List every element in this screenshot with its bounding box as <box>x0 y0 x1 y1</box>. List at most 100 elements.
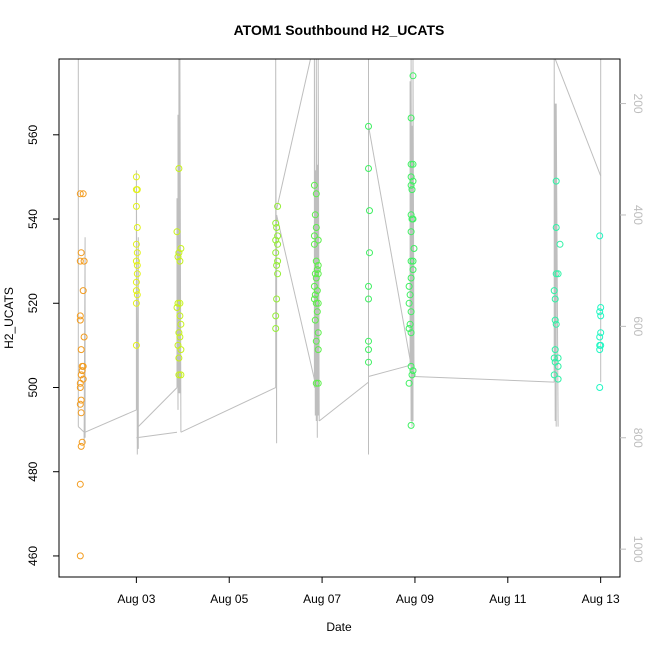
y2-tick-label: 1000 <box>631 536 645 563</box>
data-point <box>407 308 415 316</box>
pressure-line <box>368 364 411 377</box>
data-point <box>311 291 319 299</box>
data-point <box>409 72 417 80</box>
data-point <box>310 181 318 189</box>
data-point <box>554 354 562 362</box>
data-point <box>552 177 560 185</box>
data-point <box>407 114 415 122</box>
data-point <box>550 287 558 295</box>
data-point <box>175 371 183 379</box>
data-point <box>556 240 564 248</box>
data-point <box>311 316 319 324</box>
data-point <box>550 354 558 362</box>
data-point <box>76 480 84 488</box>
data-point <box>272 249 280 257</box>
data-point <box>76 312 84 320</box>
y2-tick-label: 200 <box>631 94 645 114</box>
data-point <box>312 224 320 231</box>
data-point <box>406 320 414 328</box>
data-point <box>408 371 416 379</box>
x-tick-label: Aug 11 <box>489 592 526 606</box>
data-point <box>175 329 183 337</box>
data-point <box>314 329 322 337</box>
data-point <box>554 362 562 370</box>
data-point <box>406 291 414 299</box>
y-tick-label: 500 <box>26 377 40 397</box>
pressure-line <box>77 426 85 433</box>
data-point <box>78 367 86 375</box>
data-point <box>273 224 281 231</box>
data-point <box>176 312 184 320</box>
pressure-line <box>136 431 178 439</box>
data-point <box>133 224 141 231</box>
data-point <box>77 396 85 404</box>
data-point <box>175 249 183 257</box>
data-point <box>365 165 372 172</box>
data-point <box>274 257 282 265</box>
data-point <box>365 337 372 345</box>
data-point <box>274 202 282 210</box>
data-point <box>313 266 321 274</box>
data-point <box>274 240 282 248</box>
x-tick-label: Aug 05 <box>210 592 248 606</box>
data-point <box>177 320 185 328</box>
data-point <box>76 190 84 198</box>
pressure-line <box>135 170 139 455</box>
y2-axis: 200 400 600 800 1000 <box>620 94 645 563</box>
data-point <box>554 270 562 278</box>
data-point <box>76 257 84 265</box>
data-point <box>176 257 184 265</box>
data-point <box>274 270 282 278</box>
y-tick-label: 460 <box>26 546 40 566</box>
data-point <box>132 278 140 286</box>
data-point <box>407 274 415 282</box>
data-point <box>174 299 182 307</box>
x-tick-label: Aug 13 <box>582 592 620 606</box>
data-point <box>76 316 84 324</box>
y2-tick-label: 600 <box>631 316 645 336</box>
data-point <box>596 232 604 240</box>
data-point <box>314 236 322 244</box>
data-point <box>310 240 318 248</box>
data-point <box>80 333 88 341</box>
data-point <box>132 341 140 349</box>
data-point <box>133 270 141 278</box>
data-point <box>409 160 417 168</box>
data-point <box>597 329 605 337</box>
data-point <box>407 181 415 189</box>
data-point <box>597 312 605 320</box>
pressure-line <box>137 387 178 427</box>
pressure-line <box>553 59 559 427</box>
data-point <box>312 257 320 265</box>
y2-tick-label: 800 <box>631 428 645 448</box>
data-point <box>272 219 280 227</box>
pressure-line <box>275 59 278 444</box>
x-tick-label: Aug 07 <box>303 592 341 606</box>
data-point <box>132 186 140 194</box>
data-points <box>76 72 605 560</box>
data-point <box>77 371 85 379</box>
data-point <box>177 346 185 354</box>
data-point <box>79 287 87 295</box>
y-tick-label: 560 <box>26 124 40 144</box>
data-point <box>365 282 372 290</box>
data-point <box>552 320 560 328</box>
data-point <box>132 257 140 265</box>
data-point <box>407 211 415 219</box>
data-point <box>366 249 373 257</box>
data-point <box>133 261 141 269</box>
data-point <box>272 312 280 320</box>
data-point <box>597 341 605 349</box>
data-point <box>312 190 320 198</box>
pressure-line <box>176 59 182 433</box>
y-tick-label: 520 <box>26 293 40 313</box>
data-point <box>78 438 86 446</box>
data-point <box>405 299 413 307</box>
data-point <box>365 295 372 303</box>
y2-tick-label: 400 <box>631 205 645 225</box>
data-point <box>77 249 85 257</box>
data-point <box>76 379 84 387</box>
data-point <box>310 232 318 240</box>
data-point <box>313 287 321 295</box>
data-point <box>552 270 560 278</box>
